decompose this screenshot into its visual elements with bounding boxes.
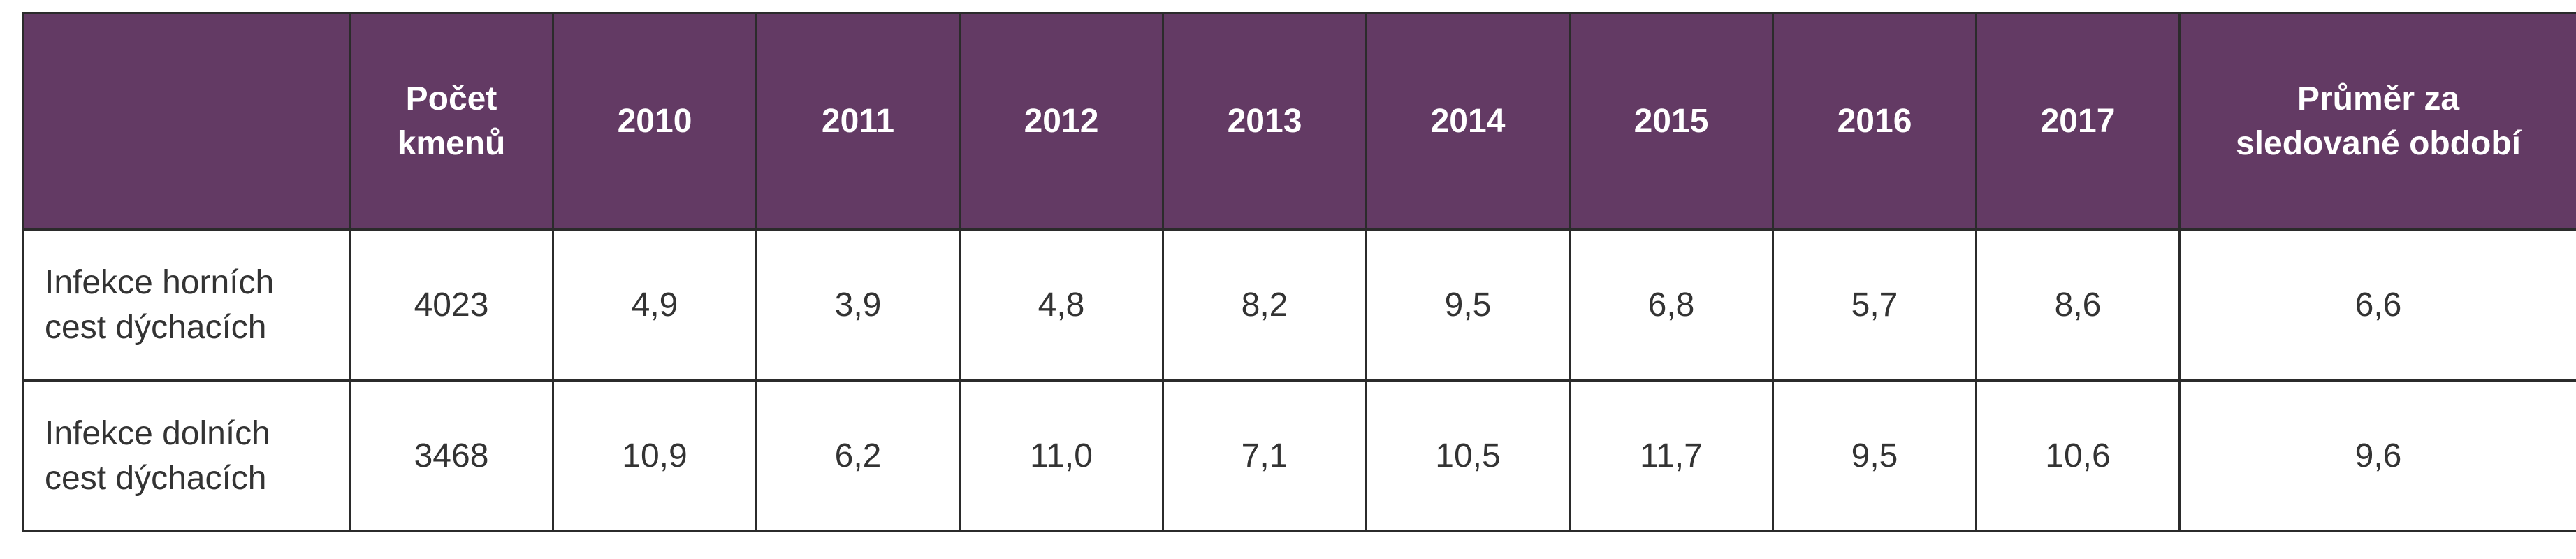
header-period-average-line2: sledované období: [2235, 124, 2522, 162]
cell-value-2010: 10,9: [552, 379, 757, 532]
row-label-line1: Infekce horních: [45, 263, 275, 301]
header-year-2017: 2017: [1975, 12, 2181, 231]
header-corner-cell: [22, 12, 351, 231]
header-strain-count-line2: kmenů: [397, 124, 506, 162]
cell-value-2013: 7,1: [1162, 379, 1367, 532]
cell-value-2011: 3,9: [755, 228, 961, 382]
row-label-line2: cest dýchacích: [45, 459, 267, 497]
header-year-2015: 2015: [1569, 12, 1774, 231]
header-year-2010: 2010: [552, 12, 757, 231]
resistance-table: Počet kmenů 2010 2011 2012 2013 2014 201…: [22, 12, 2576, 532]
header-year-2011: 2011: [755, 12, 961, 231]
header-year-2016: 2016: [1772, 12, 1977, 231]
cell-strain-count: 3468: [349, 379, 554, 532]
cell-value-2012: 4,8: [959, 228, 1164, 382]
header-strain-count: Počet kmenů: [349, 12, 554, 231]
cell-value-2017: 10,6: [1975, 379, 2181, 532]
cell-value-2016: 9,5: [1772, 379, 1977, 532]
header-row: Počet kmenů 2010 2011 2012 2013 2014 201…: [22, 12, 2576, 231]
cell-value-2012: 11,0: [959, 379, 1164, 532]
table-row: Infekce horních cest dýchacích 4023 4,9 …: [22, 228, 2576, 382]
cell-value-2010: 4,9: [552, 228, 757, 382]
cell-period-average: 6,6: [2178, 228, 2576, 382]
header-period-average-line1: Průměr za: [2297, 80, 2460, 117]
header-strain-count-line1: Počet: [405, 80, 497, 117]
cell-value-2017: 8,6: [1975, 228, 2181, 382]
row-label-upper-respiratory: Infekce horních cest dýchacích: [22, 228, 351, 382]
data-table-container: Počet kmenů 2010 2011 2012 2013 2014 201…: [22, 12, 2576, 532]
cell-value-2011: 6,2: [755, 379, 961, 532]
header-year-2013: 2013: [1162, 12, 1367, 231]
header-period-average: Průměr za sledované období: [2178, 12, 2576, 231]
cell-value-2015: 6,8: [1569, 228, 1774, 382]
cell-value-2015: 11,7: [1569, 379, 1774, 532]
header-year-2012: 2012: [959, 12, 1164, 231]
cell-value-2016: 5,7: [1772, 228, 1977, 382]
row-label-line2: cest dýchacích: [45, 308, 267, 346]
header-year-2014: 2014: [1365, 12, 1571, 231]
cell-strain-count: 4023: [349, 228, 554, 382]
cell-value-2013: 8,2: [1162, 228, 1367, 382]
cell-value-2014: 10,5: [1365, 379, 1571, 532]
cell-value-2014: 9,5: [1365, 228, 1571, 382]
row-label-line1: Infekce dolních: [45, 414, 270, 452]
row-label-lower-respiratory: Infekce dolních cest dýchacích: [22, 379, 351, 532]
cell-period-average: 9,6: [2178, 379, 2576, 532]
table-row: Infekce dolních cest dýchacích 3468 10,9…: [22, 379, 2576, 532]
